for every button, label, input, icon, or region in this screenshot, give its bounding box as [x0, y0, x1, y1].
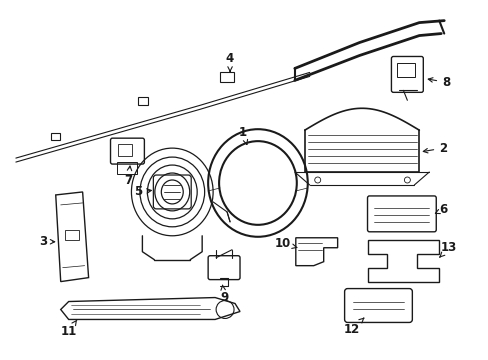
Bar — [220, 72, 234, 82]
Bar — [64, 230, 79, 240]
Text: 13: 13 — [439, 241, 456, 257]
Text: 10: 10 — [274, 237, 296, 250]
Text: 1: 1 — [239, 126, 247, 144]
Bar — [397, 63, 414, 77]
Text: 5: 5 — [134, 185, 151, 198]
Text: 7: 7 — [124, 166, 132, 186]
Text: 3: 3 — [39, 235, 55, 248]
Text: 4: 4 — [225, 52, 234, 71]
Text: 8: 8 — [427, 76, 449, 89]
Text: 11: 11 — [61, 320, 77, 338]
Text: 12: 12 — [343, 318, 363, 336]
Bar — [138, 97, 148, 105]
Text: 6: 6 — [434, 203, 447, 216]
Text: 2: 2 — [423, 141, 447, 155]
Bar — [51, 133, 60, 140]
Text: 9: 9 — [220, 285, 228, 304]
Bar — [118, 144, 132, 156]
Bar — [117, 162, 137, 174]
